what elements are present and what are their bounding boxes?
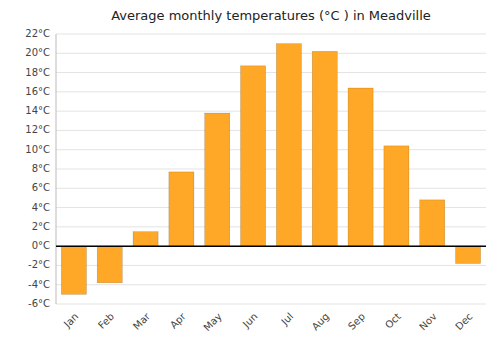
x-tick-label: May (201, 311, 223, 333)
x-tick-label: Dec (453, 311, 474, 332)
x-axis: Jan Feb Mar Apr May Jun Jul Aug Sep Oct Nov Dec (61, 310, 475, 333)
bar (276, 44, 301, 247)
grid-line (56, 188, 486, 189)
grid-line (56, 284, 486, 285)
y-tick-label: -2°C (28, 259, 50, 270)
y-tick-label: 22°C (25, 28, 50, 39)
bar (420, 200, 445, 246)
y-tick-label: 20°C (25, 47, 50, 58)
y-tick-label: 4°C (32, 202, 50, 213)
x-tick-label: Aug (310, 311, 332, 333)
bar (97, 246, 122, 283)
grid-line (56, 169, 486, 170)
grid-line (56, 72, 486, 73)
bar (133, 232, 158, 246)
grid-line (56, 304, 486, 305)
y-tick-label: 2°C (32, 221, 50, 232)
bar (241, 66, 266, 246)
chart-container: -6°C -4°C -2°C 0°C 2°C 4°C 6°C 8°C 10°C 12°C 14°C 1… (0, 0, 500, 350)
grid-line (56, 111, 486, 112)
x-tick-label: Feb (96, 311, 116, 331)
grid (56, 34, 486, 304)
grid-line (56, 34, 486, 35)
x-tick-label: Jan (61, 311, 80, 330)
x-tick-label: Mar (131, 310, 153, 332)
y-axis: -6°C -4°C -2°C 0°C 2°C 4°C 6°C 8°C 10°C 12°C 14°C 1… (25, 28, 50, 309)
y-tick-label: -6°C (28, 298, 50, 309)
x-tick-label: Sep (346, 311, 367, 332)
grid-line (56, 91, 486, 92)
y-tick-label: 6°C (32, 182, 50, 193)
y-tick-label: 18°C (25, 67, 50, 78)
grid-line (56, 149, 486, 150)
y-tick-label: 16°C (25, 86, 50, 97)
grid-line (56, 130, 486, 131)
title: Average monthly temperatures (°C ) in Me… (111, 8, 431, 23)
y-tick-label: 10°C (25, 144, 50, 155)
x-tick-label: Jul (278, 311, 295, 328)
x-tick-label: Oct (383, 311, 403, 331)
y-tick-label: 12°C (25, 124, 50, 135)
x-tick-label: Apr (168, 310, 189, 331)
bar (205, 113, 230, 246)
y-tick-label: 8°C (32, 163, 50, 174)
y-tick-label: -4°C (28, 279, 50, 290)
y-axis-line (56, 34, 57, 304)
bar (456, 246, 481, 263)
y-tick-label: 0°C (32, 240, 50, 251)
y-tick-label: 14°C (25, 105, 50, 116)
grid-line (56, 53, 486, 54)
bar (312, 51, 337, 246)
x-tick-label: Jun (240, 311, 260, 331)
grid-line (56, 246, 486, 247)
chart: -6°C -4°C -2°C 0°C 2°C 4°C 6°C 8°C 10°C 12°C 14°C 1… (0, 0, 500, 350)
bar (384, 146, 409, 246)
zero-line (56, 245, 486, 247)
bars (61, 44, 480, 295)
bar (169, 172, 194, 246)
bar (348, 88, 373, 246)
x-tick-label: Nov (417, 311, 439, 333)
bar (61, 246, 86, 294)
